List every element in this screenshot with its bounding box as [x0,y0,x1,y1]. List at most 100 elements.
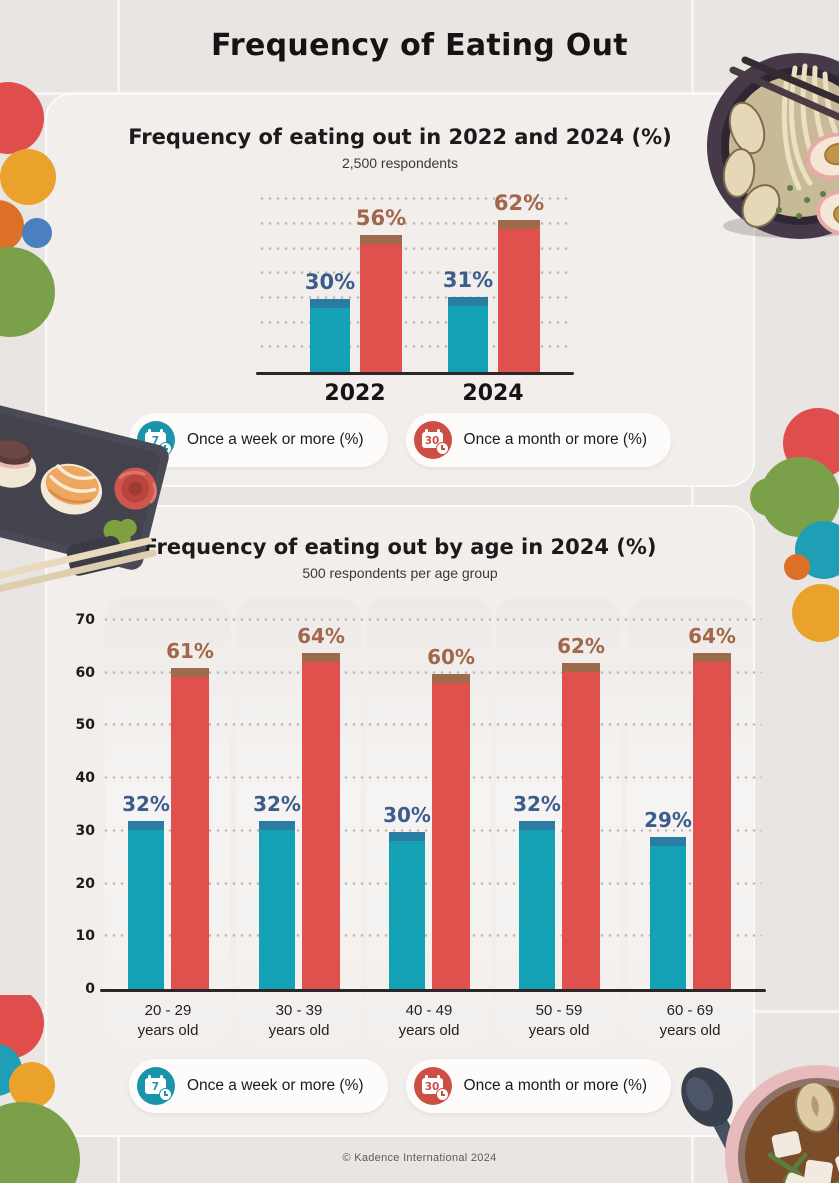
age-group-label: 50 - 59 years old [494,1001,624,1042]
age-group-label: 20 - 29 years old [103,1001,233,1042]
years-old-line: years old [137,1022,199,1040]
y-axis-tick-label: 0 [85,981,95,997]
legend-label: Once a week or more (%) [186,1077,364,1094]
bar-value-label: 32% [513,792,561,817]
bar-cap [498,219,540,229]
gridline [258,197,570,201]
bar-value-label: 62% [557,634,605,659]
gridline [258,295,570,299]
chart-card-years: Frequency of eating out in 2022 and 2024… [45,93,755,487]
chart1-legend: 7 Once a week or more (%) 30 Once a mont… [47,413,753,467]
age-range-line: 20 - 29 [144,1002,192,1019]
bar-month [171,668,209,990]
y-axis-tick-label: 40 [75,770,95,787]
bar-value-label: 32% [253,792,301,817]
years-old-line: years old [528,1022,590,1040]
clock-badge-icon [158,1088,172,1101]
chart2-title: Frequency of eating out by age in 2024 (… [143,535,657,559]
bar-value-label: 56% [355,205,407,230]
x-axis-line [100,989,766,992]
bar-cap [128,821,164,831]
bar-cap [650,837,686,847]
bar-week [259,821,295,990]
bar-value-label: 31% [442,267,494,292]
copyright-footer: © Kadence International 2024 [342,1152,497,1164]
bar-cap [432,673,470,683]
clock-badge-icon [435,1088,449,1101]
category-label: 2024 [462,381,524,406]
age-range-line: 60 - 69 [666,1002,714,1019]
bar-week [310,298,350,373]
legend-item-week: 7 Once a week or more (%) [128,1059,388,1113]
chart2-plot-area: 32% 61% 32% 64% 30% 60% 32% 62% 29% 64% [100,618,766,992]
bar-month [693,652,731,990]
age-group-label: 60 - 69 years old [625,1001,755,1042]
clock-badge-icon [435,442,449,455]
bar-cap [448,296,488,306]
gridline [258,246,570,250]
bar-month [432,673,470,990]
calendar-day-number: 30 [424,435,440,447]
gridline [102,670,762,674]
bar-cap [519,821,555,831]
gridline [102,618,762,622]
bar-month [302,652,340,990]
legend-item-month: 30 Once a month or more (%) [405,413,672,467]
bar-cap [360,234,402,244]
bar-week [650,837,686,990]
y-axis-tick-label: 70 [75,612,95,629]
chart-card-age-groups: Frequency of eating out by age in 2024 (… [45,505,766,1137]
gridline [258,221,570,225]
calendar-day-number: 7 [151,1081,160,1093]
y-axis-tick-label: 50 [75,717,95,734]
legend-label: Once a month or more (%) [463,1077,648,1094]
bar-value-label: 29% [644,808,692,833]
years-old-line: years old [398,1022,460,1040]
calendar-7-clock-icon: 7 [136,1067,175,1105]
category-label: 2022 [324,381,386,406]
bar-value-label: 32% [122,792,170,817]
bar-value-label: 62% [493,190,545,215]
bar-value-label: 30% [383,802,431,827]
y-axis-tick-label: 20 [75,875,95,892]
age-range-line: 30 - 39 [275,1002,323,1019]
chart2-legend: 7 Once a week or more (%) 30 Once a mont… [47,1059,753,1113]
calendar-7-clock-icon: 7 [136,421,175,459]
bar-cap [562,663,600,673]
bar-value-label: 64% [688,623,736,648]
bar-cap [693,652,731,662]
bar-cap [171,668,209,678]
age-group-label: 30 - 39 years old [234,1001,364,1042]
calendar-30-clock-icon: 30 [413,421,452,459]
legend-item-week: 7 Once a week or more (%) [128,413,388,467]
bar-week [519,821,555,990]
y-axis-tick-label: 30 [75,822,95,839]
page-title: Frequency of Eating Out [211,28,628,63]
bar-cap [310,298,350,308]
y-axis-tick-label: 10 [75,928,95,945]
legend-item-month: 30 Once a month or more (%) [405,1059,672,1113]
x-axis-line [256,372,574,375]
bar-value-label: 61% [166,639,214,664]
bar-month [360,234,402,373]
legend-label: Once a month or more (%) [463,431,648,448]
chart1-subtitle: 2,500 respondents [342,155,458,171]
bar-value-label: 64% [297,623,345,648]
y-axis-tick-label: 60 [75,664,95,681]
calendar-30-clock-icon: 30 [413,1067,452,1105]
gridline [258,271,570,275]
bar-cap [389,831,425,841]
age-range-line: 50 - 59 [535,1002,583,1019]
bar-week [448,296,488,373]
gridline [258,320,570,324]
calendar-day-number: 30 [424,1081,440,1093]
bar-value-label: 30% [304,269,356,294]
age-group-label: 40 - 49 years old [364,1001,494,1042]
bar-month [562,663,600,990]
bar-cap [302,652,340,662]
bar-week [389,831,425,990]
age-range-line: 40 - 49 [405,1002,453,1019]
bar-cap [259,821,295,831]
chart1-title: Frequency of eating out in 2022 and 2024… [128,125,672,149]
